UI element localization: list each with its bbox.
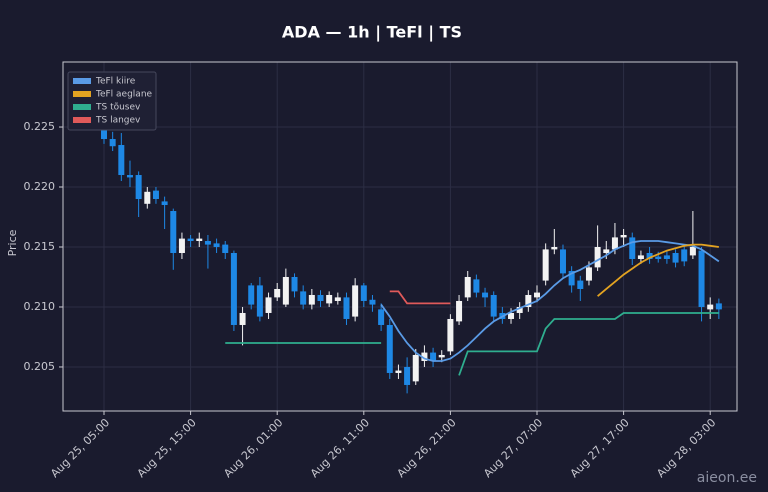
legend-label: TS tõusev — [95, 103, 141, 113]
legend-label: TeFl aeglane — [95, 90, 153, 100]
candle-body — [464, 276, 471, 298]
legend-box — [67, 71, 157, 131]
candle-body — [534, 292, 540, 298]
candle-body — [204, 240, 211, 245]
candle-body — [239, 312, 246, 325]
candle-body — [689, 246, 696, 256]
y-tick-label: 0.225 — [24, 120, 56, 133]
y-tick-label: 0.205 — [24, 360, 56, 373]
legend-swatch — [73, 78, 91, 84]
y-tick-label: 0.220 — [24, 180, 56, 193]
legend-swatch — [73, 117, 91, 123]
watermark: aieon.ee — [697, 470, 757, 486]
candle-body — [291, 276, 298, 292]
candle-body — [542, 249, 549, 281]
plot-frame — [62, 61, 738, 412]
legend-label: TeFl kiire — [95, 77, 136, 87]
candle-body — [265, 297, 272, 313]
candle-body — [672, 252, 679, 263]
candle-body — [681, 249, 688, 262]
candle-body — [213, 243, 220, 247]
candle-body — [161, 201, 168, 206]
y-tick-label: 0.215 — [24, 240, 56, 253]
legend-swatch — [73, 91, 91, 97]
candle-body — [490, 294, 497, 317]
candle-body — [715, 303, 722, 310]
candle-body — [412, 354, 419, 382]
candle-body — [300, 291, 307, 305]
candle-body — [611, 237, 618, 250]
candle-body — [369, 299, 376, 305]
indicator-line — [225, 312, 719, 376]
indicator-line — [597, 243, 719, 297]
candle-body — [456, 300, 463, 322]
candle-body — [248, 285, 255, 305]
candle-body — [326, 294, 333, 304]
candle-body — [152, 190, 159, 200]
candle-body — [378, 309, 385, 325]
candle-body — [360, 285, 367, 301]
candle-body — [196, 238, 203, 241]
candle-body — [594, 246, 601, 268]
y-axis-label: Price — [6, 229, 19, 256]
candle-body — [482, 292, 489, 298]
candle-body — [135, 175, 142, 200]
candle-body — [274, 288, 281, 298]
candle-body — [282, 276, 289, 305]
candle-body — [404, 366, 411, 385]
candle-body — [568, 270, 575, 286]
candle-body — [386, 324, 393, 373]
candle-body — [230, 252, 237, 325]
candle-body — [343, 297, 350, 319]
legend-swatch — [73, 104, 91, 110]
candle-body — [118, 145, 125, 176]
candle-body — [577, 280, 584, 289]
candle-body — [178, 238, 185, 253]
candle-body — [637, 255, 644, 259]
candle-body — [508, 312, 515, 319]
candle-body — [126, 175, 133, 178]
candle-body — [430, 352, 437, 361]
y-tick-label: 0.210 — [24, 300, 56, 313]
candle-body — [395, 370, 402, 373]
candle-body — [170, 211, 177, 253]
candle-body — [585, 267, 592, 281]
candle-body — [473, 279, 480, 293]
legend-label: TS langev — [95, 116, 141, 126]
candle-body — [559, 249, 566, 274]
candle-body — [421, 352, 428, 361]
candle-body — [646, 252, 653, 259]
candle-body — [551, 246, 558, 250]
candle-body — [603, 249, 610, 253]
candle-body — [222, 244, 229, 253]
candle-body — [317, 294, 324, 301]
candle-body — [256, 285, 263, 317]
chart-title: ADA — 1h | TeFl | TS — [282, 23, 462, 43]
candle-body — [109, 139, 116, 147]
candle-body — [438, 354, 445, 358]
candle-body — [187, 238, 194, 241]
candle-body — [698, 250, 705, 307]
candle-body — [620, 235, 627, 238]
indicator-line — [389, 290, 451, 305]
indicator-line — [380, 240, 720, 362]
candle-body — [308, 294, 315, 305]
candle-body — [101, 129, 107, 140]
candle-body — [352, 285, 359, 317]
candle-body — [629, 237, 636, 259]
candle-body — [707, 304, 714, 310]
candle-body — [516, 306, 523, 313]
candle-body — [144, 191, 151, 204]
candle-body — [334, 297, 341, 301]
candle-body — [447, 318, 454, 352]
candle-body — [525, 294, 532, 307]
candle-body — [663, 255, 670, 259]
candle-body — [655, 256, 662, 259]
